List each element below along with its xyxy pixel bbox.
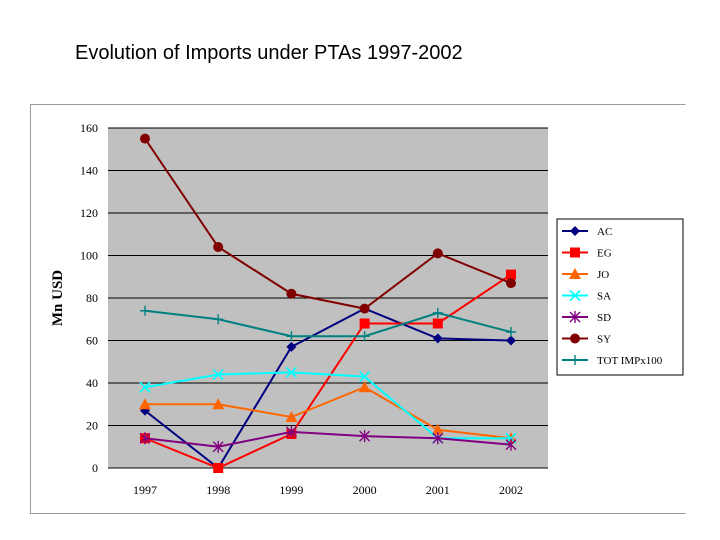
y-tick-label: 160 <box>80 121 98 135</box>
data-point-tot-impx100 <box>506 327 516 337</box>
y-tick-label: 100 <box>80 249 98 263</box>
data-point-sd <box>359 430 371 443</box>
series-line-tot-impx100 <box>144 309 512 338</box>
series-line-sa <box>144 371 511 440</box>
legend-swatch-marker <box>570 247 580 258</box>
legend-item-jo: JO <box>562 268 609 281</box>
data-point-tot-impx100 <box>286 331 297 342</box>
legend-item-ac: AC <box>562 226 612 238</box>
data-point-sa <box>212 368 224 381</box>
legend-item-sd: SD <box>562 311 611 324</box>
data-point-eg <box>213 463 224 473</box>
y-tick-label: 120 <box>80 206 98 220</box>
x-axis-tick-labels: 1997 1998 1999 2000 2001 2002 <box>133 483 523 497</box>
data-point-tot-impx100 <box>213 314 224 325</box>
legend-swatch-marker <box>570 333 580 344</box>
data-point-eg <box>506 269 516 280</box>
legend-box <box>556 218 684 376</box>
y-tick-label: 40 <box>86 376 98 390</box>
legend-item-sy: SY <box>562 333 611 346</box>
series-lines <box>139 133 517 473</box>
y-tick-label: 60 <box>86 334 98 348</box>
legend-swatch-marker <box>569 289 581 302</box>
data-point-sd <box>285 425 297 438</box>
x-tick-label: 2001 <box>426 483 450 497</box>
data-point-tot-impx100 <box>140 305 150 316</box>
series-sy <box>140 133 516 314</box>
y-tick-label: 0 <box>92 461 98 475</box>
legend-swatch-marker <box>570 226 580 236</box>
data-point-eg <box>432 318 443 329</box>
data-point-jo <box>139 398 151 410</box>
data-point-jo <box>212 398 225 410</box>
x-tick-label: 2000 <box>353 483 377 497</box>
series-line-sd <box>144 430 512 448</box>
series-line-sy <box>144 138 512 310</box>
y-tick-label: 80 <box>86 291 98 305</box>
series-line-jo <box>145 386 512 440</box>
y-axis-label: Mn USD <box>50 270 66 326</box>
series-tot-impx100 <box>140 305 516 342</box>
x-tick-label: 1998 <box>206 483 230 497</box>
legend-swatch-marker <box>570 355 580 365</box>
data-point-sd <box>505 438 517 451</box>
data-point-sy <box>286 288 297 299</box>
slide-title: Evolution of Imports under PTAs 1997-200… <box>75 42 463 64</box>
data-point-sd <box>212 440 224 453</box>
data-point-ac <box>506 335 516 346</box>
data-point-tot-impx100 <box>432 307 443 318</box>
legend-label: SA <box>597 291 611 303</box>
legend-label: JO <box>597 269 609 281</box>
data-point-sd <box>432 432 444 445</box>
data-point-sy <box>359 303 370 314</box>
data-point-eg <box>359 318 370 329</box>
data-point-jo <box>431 423 444 435</box>
data-point-sa <box>359 371 371 383</box>
legend-label: TOT IMPx100 <box>597 355 663 367</box>
data-point-tot-impx100 <box>359 331 370 342</box>
y-tick-label: 140 <box>80 164 98 178</box>
legend-swatch-marker <box>569 268 581 279</box>
data-point-sy <box>432 248 443 259</box>
data-point-sy <box>213 242 224 252</box>
data-point-jo <box>285 411 298 422</box>
series-sd <box>139 425 517 453</box>
series-jo <box>139 381 517 444</box>
y-tick-label: 20 <box>86 419 98 433</box>
data-point-ac <box>432 333 443 344</box>
x-tick-label: 1999 <box>279 483 303 497</box>
data-point-ac <box>286 341 297 352</box>
y-axis-tick-labels: 0 20 40 60 80 100 120 140 160 <box>80 121 98 475</box>
legend-item-tot-impx100: TOT IMPx100 <box>562 355 663 367</box>
data-point-sa <box>139 381 151 393</box>
x-tick-label: 1997 <box>133 483 157 497</box>
chart-frame <box>30 104 686 514</box>
data-point-sy <box>140 133 150 144</box>
legend-label: SD <box>597 312 611 324</box>
legend: AC EG JO SA SD SY TOT IMPx100 <box>556 218 684 376</box>
legend-item-eg: EG <box>562 247 612 260</box>
legend-label: AC <box>597 226 612 238</box>
gridlines <box>108 127 548 469</box>
legend-item-sa: SA <box>562 289 611 303</box>
data-point-sy <box>506 278 516 289</box>
legend-swatch-marker <box>569 311 581 323</box>
data-point-jo <box>358 381 371 393</box>
x-tick-label: 2002 <box>499 483 523 497</box>
legend-label: SY <box>597 334 611 346</box>
series-line-ac <box>144 307 512 470</box>
data-point-sd <box>139 432 151 445</box>
legend-label: EG <box>597 248 612 260</box>
data-point-sa <box>285 366 297 378</box>
